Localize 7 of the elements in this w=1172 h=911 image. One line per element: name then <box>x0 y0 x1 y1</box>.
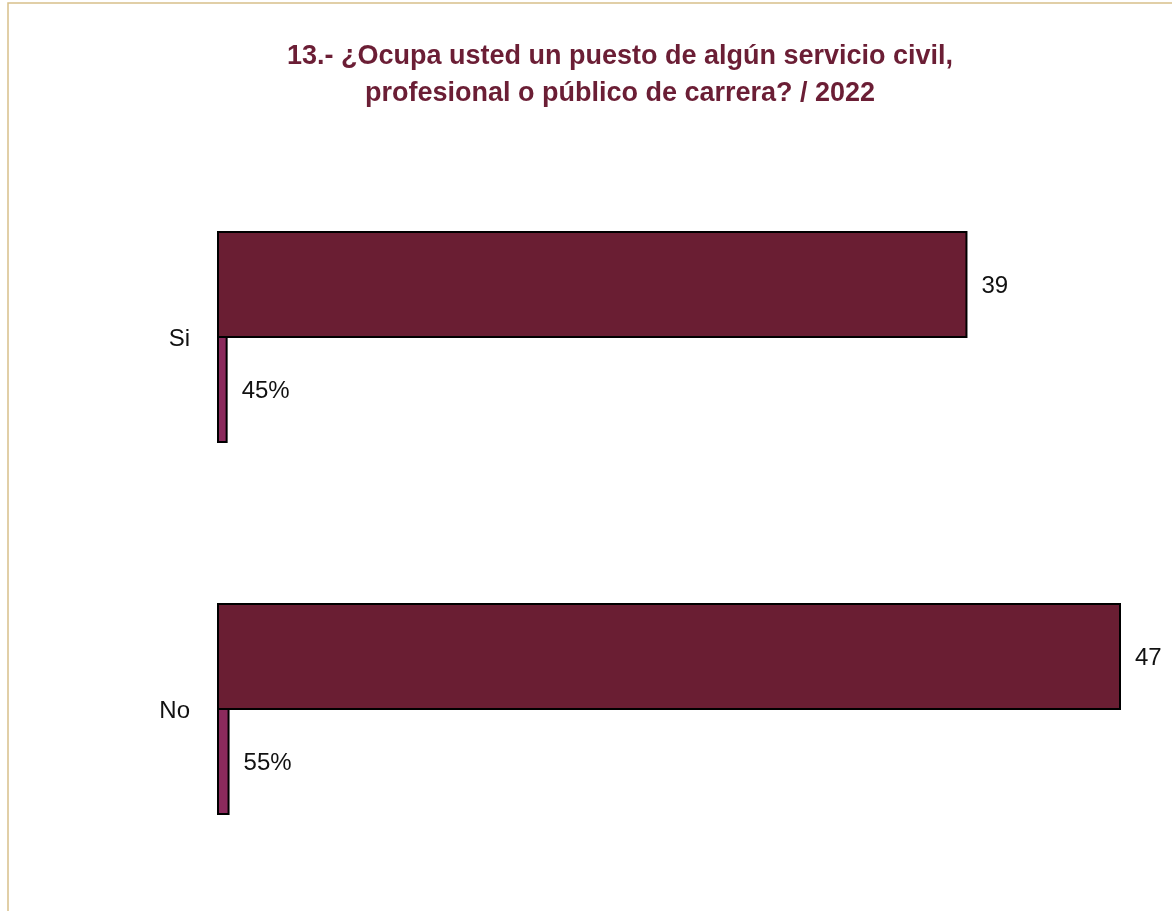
data-label: 55% <box>243 748 292 775</box>
y-tick-label: No <box>159 695 190 723</box>
data-label: 39 <box>981 271 1009 298</box>
data-label: 45% <box>241 376 290 403</box>
chart-title: 13.- ¿Ocupa usted un puesto de algún servicio civil, profesional o público de carrera? / 2022 <box>286 40 954 107</box>
data-label: 47 <box>1135 643 1162 670</box>
y-tick-label: Si <box>168 323 190 351</box>
